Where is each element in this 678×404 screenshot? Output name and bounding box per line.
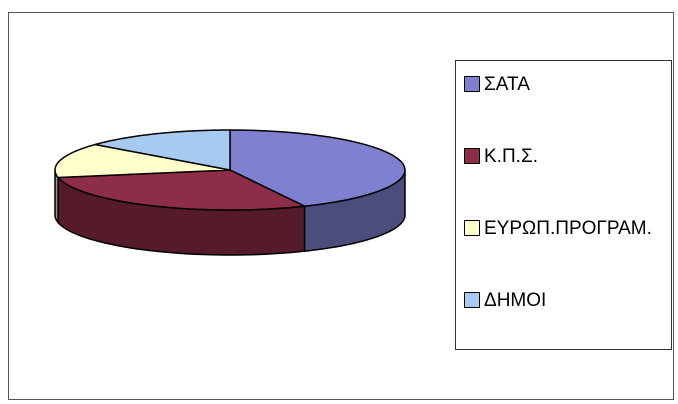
legend-swatch <box>464 220 480 236</box>
legend-item: ΣΑΤΑ <box>464 73 665 145</box>
legend: ΣΑΤΑ Κ.Π.Σ. ΕΥΡΩΠ.ΠΡΟΓΡΑΜ. ΔΗΜΟΙ <box>455 60 672 350</box>
legend-label: ΣΑΤΑ <box>484 74 530 95</box>
slice <box>56 169 308 211</box>
legend-label: ΔΗΜΟΙ <box>484 290 547 311</box>
legend-label: Κ.Π.Σ. <box>484 146 538 167</box>
legend-item: ΔΗΜΟΙ <box>464 289 665 361</box>
slice <box>229 129 406 207</box>
legend-label: ΕΥΡΩΠ.ΠΡΟΓΡΑΜ. <box>484 218 652 239</box>
legend-swatch <box>464 148 480 164</box>
legend-swatch <box>464 76 480 92</box>
slice <box>94 129 231 171</box>
slice <box>54 143 231 179</box>
legend-swatch <box>464 292 480 308</box>
legend-item: Κ.Π.Σ. <box>464 145 665 217</box>
legend-item: ΕΥΡΩΠ.ΠΡΟΓΡΑΜ. <box>464 217 665 289</box>
